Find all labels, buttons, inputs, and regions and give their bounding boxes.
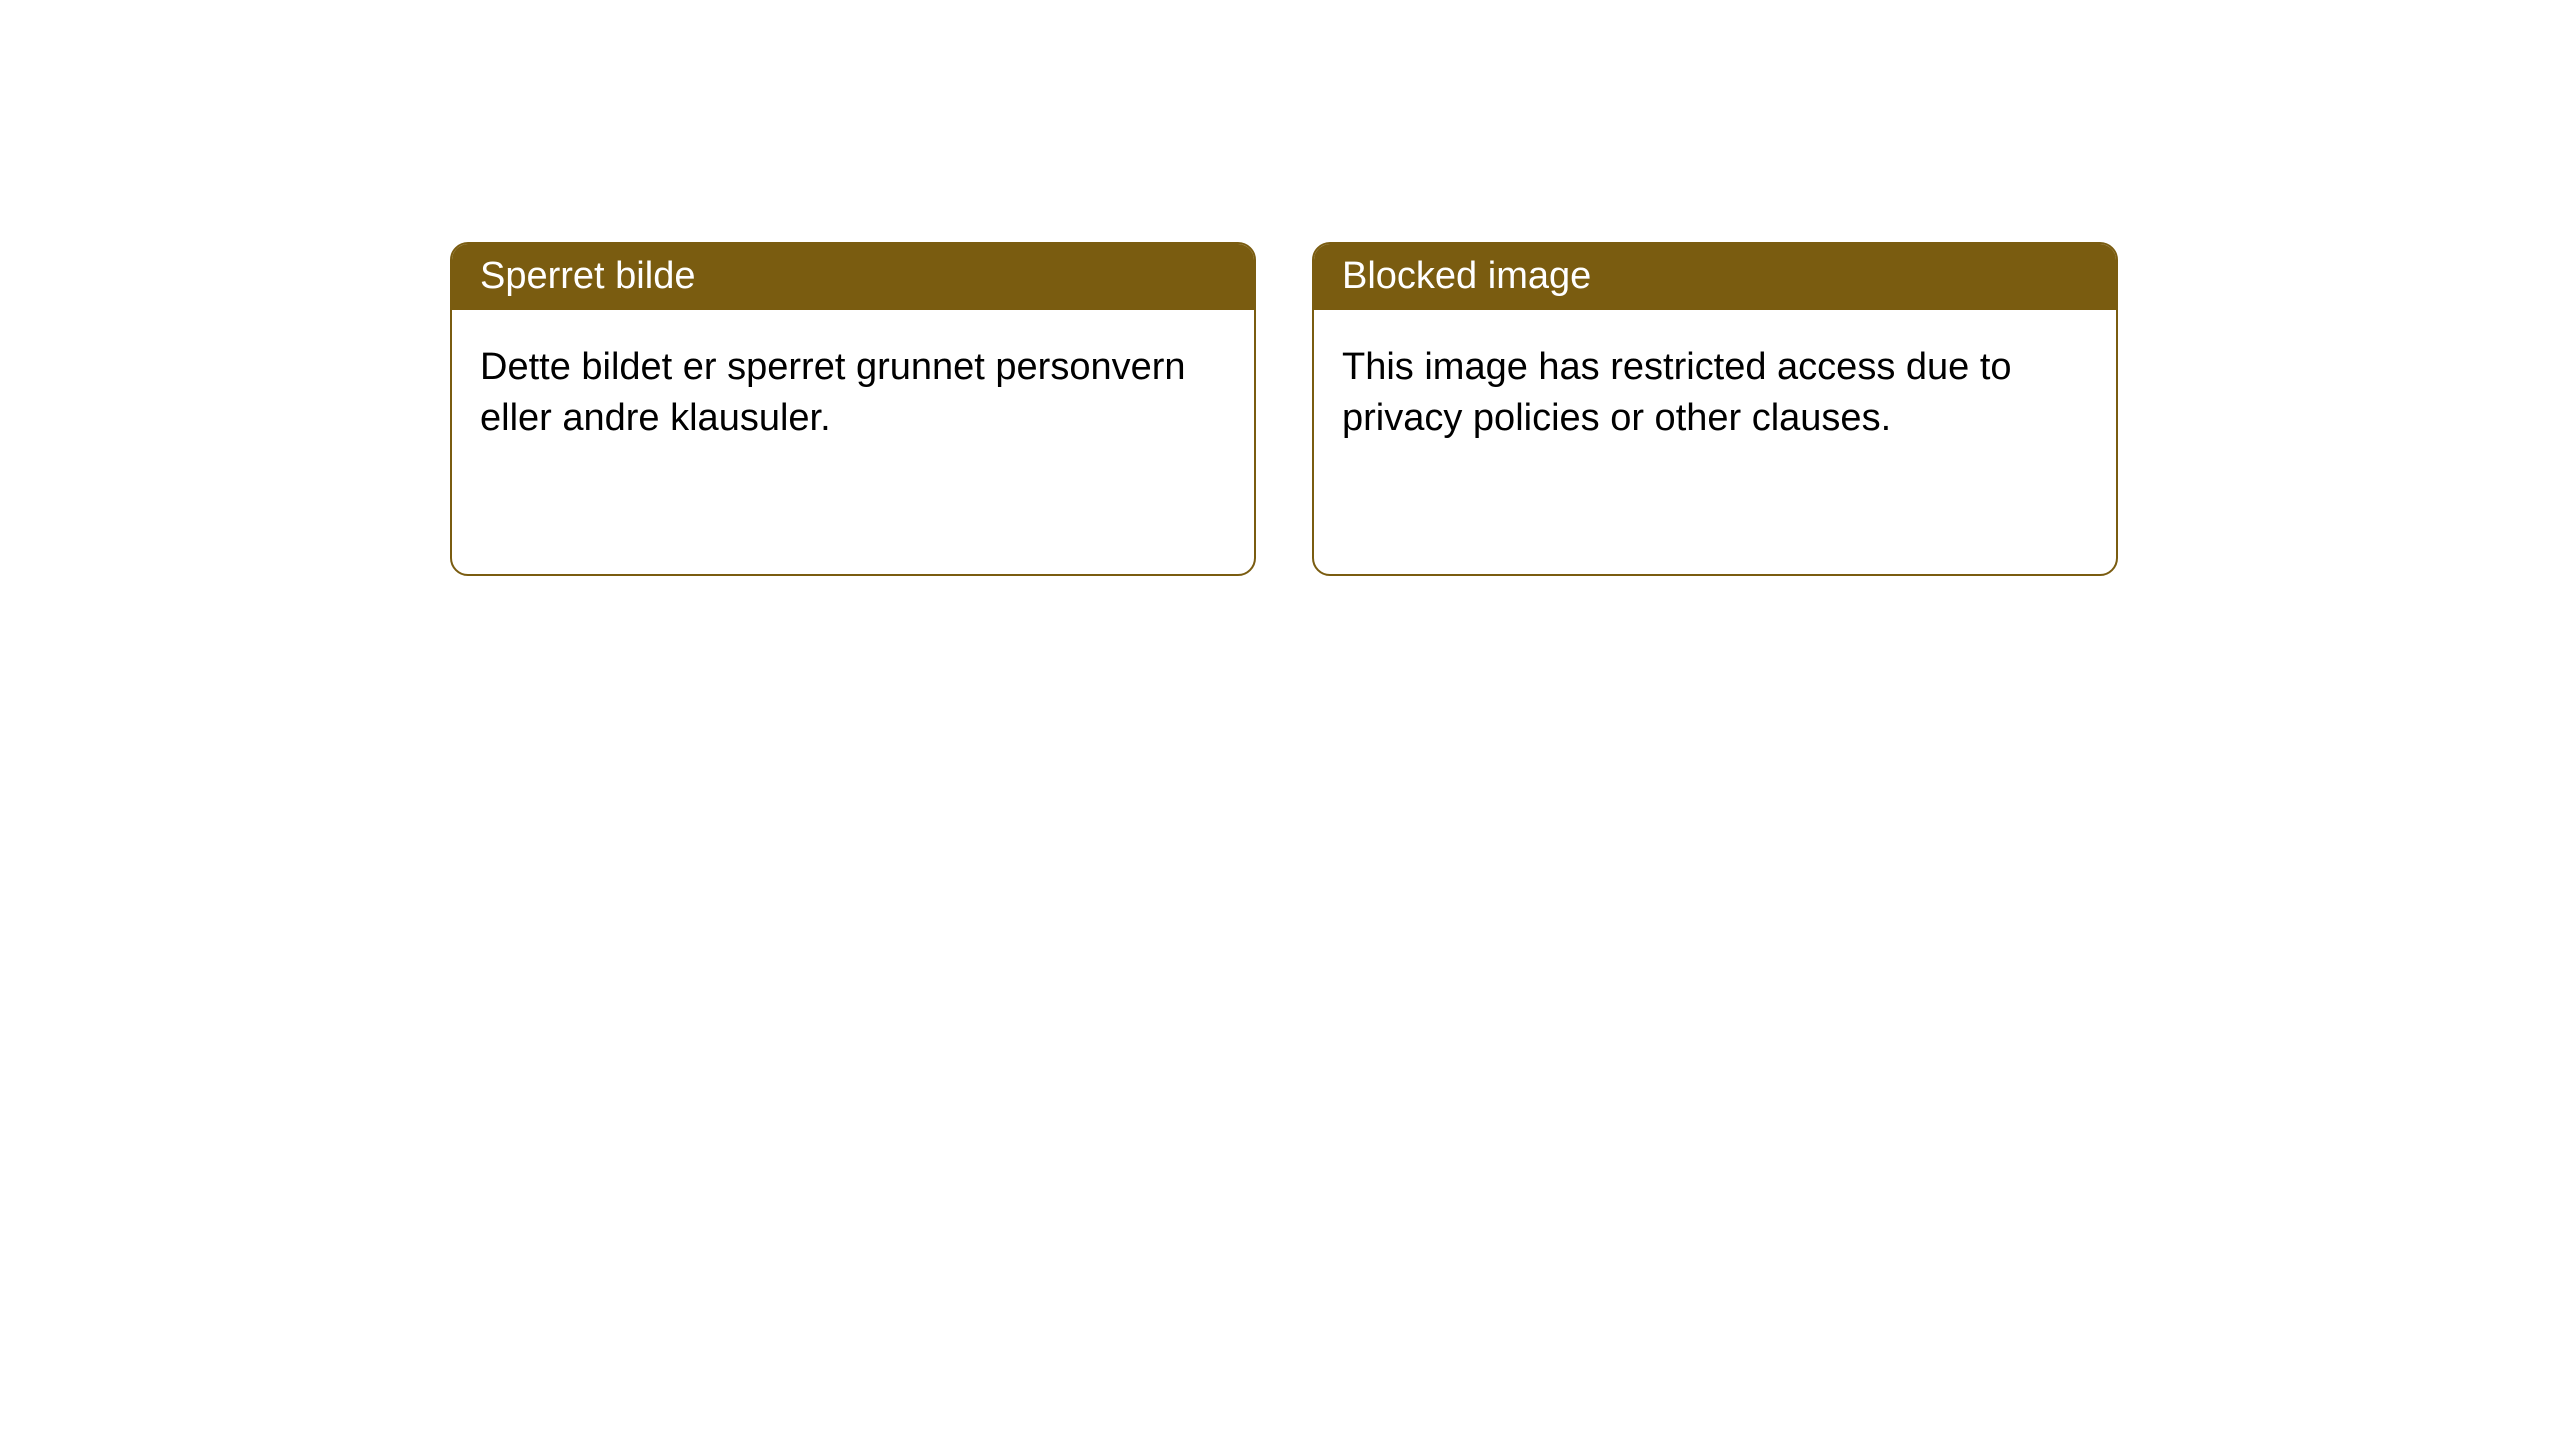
notice-card-header-text: Blocked image — [1342, 255, 1591, 297]
notice-card-body: This image has restricted access due to … — [1314, 310, 2116, 477]
notice-cards-container: Sperret bilde Dette bildet er sperret gr… — [0, 0, 2560, 576]
notice-card-header: Blocked image — [1314, 244, 2116, 310]
notice-card-body: Dette bildet er sperret grunnet personve… — [452, 310, 1254, 477]
notice-card-body-text: This image has restricted access due to … — [1342, 346, 2012, 439]
notice-card-header-text: Sperret bilde — [480, 255, 695, 297]
notice-card-no: Sperret bilde Dette bildet er sperret gr… — [450, 242, 1256, 576]
notice-card-header: Sperret bilde — [452, 244, 1254, 310]
notice-card-body-text: Dette bildet er sperret grunnet personve… — [480, 346, 1186, 439]
notice-card-en: Blocked image This image has restricted … — [1312, 242, 2118, 576]
